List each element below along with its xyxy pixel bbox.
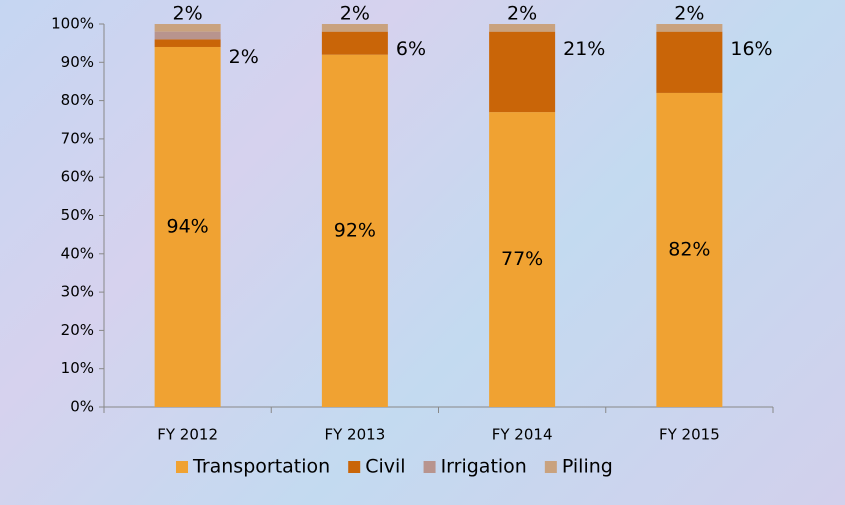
- y-tick-label: 90%: [61, 53, 94, 71]
- legend-swatch: [544, 461, 557, 473]
- y-tick-label: 30%: [61, 283, 94, 301]
- legend-label: Irrigation: [441, 456, 527, 478]
- x-tick-label: FY 2012: [157, 426, 218, 444]
- bar-segment: [489, 31, 556, 113]
- y-tick-label: 10%: [61, 359, 94, 377]
- bar-segment: [656, 31, 723, 93]
- legend-swatch: [176, 461, 188, 473]
- x-tick-label: FY 2014: [492, 426, 553, 444]
- legend-swatch: [348, 461, 361, 473]
- y-tick-label: 0%: [70, 398, 94, 416]
- bar-segment: [656, 92, 723, 407]
- data-label: 77%: [501, 248, 543, 270]
- bar-segment: [656, 24, 723, 32]
- y-tick-label: 100%: [51, 15, 94, 33]
- bar-segment: [154, 39, 221, 47]
- bar-segment: [489, 24, 556, 32]
- bar-segment: [489, 112, 556, 407]
- legend-swatch: [423, 461, 436, 473]
- y-tick-label: 80%: [61, 91, 94, 109]
- data-label: 82%: [668, 238, 710, 260]
- data-label: 2%: [340, 3, 370, 25]
- y-tick-label: 20%: [61, 321, 94, 339]
- data-label: 94%: [167, 215, 209, 237]
- bar-segment: [154, 31, 221, 40]
- legend-label: Civil: [365, 456, 405, 478]
- data-label: 92%: [334, 219, 376, 241]
- data-label: 2%: [229, 46, 259, 68]
- data-label: 16%: [730, 38, 772, 60]
- data-label: 21%: [563, 38, 605, 60]
- bar-segment: [321, 31, 388, 55]
- y-tick-label: 70%: [61, 129, 94, 147]
- bar-segment: [321, 54, 388, 407]
- y-tick-label: 50%: [61, 206, 94, 224]
- bar-segment: [154, 24, 221, 32]
- legend-label: Transportation: [192, 456, 330, 478]
- data-label: 2%: [507, 3, 537, 25]
- data-label: 6%: [396, 38, 426, 60]
- data-label: 2%: [674, 3, 704, 25]
- x-tick-label: FY 2013: [325, 426, 386, 444]
- y-tick-label: 60%: [61, 168, 94, 186]
- y-tick-label: 40%: [61, 244, 94, 262]
- bar-segment: [154, 46, 221, 407]
- legend-label: Piling: [562, 456, 613, 478]
- x-tick-label: FY 2015: [659, 426, 720, 444]
- bar-segment: [321, 24, 388, 32]
- data-label: 2%: [173, 3, 203, 25]
